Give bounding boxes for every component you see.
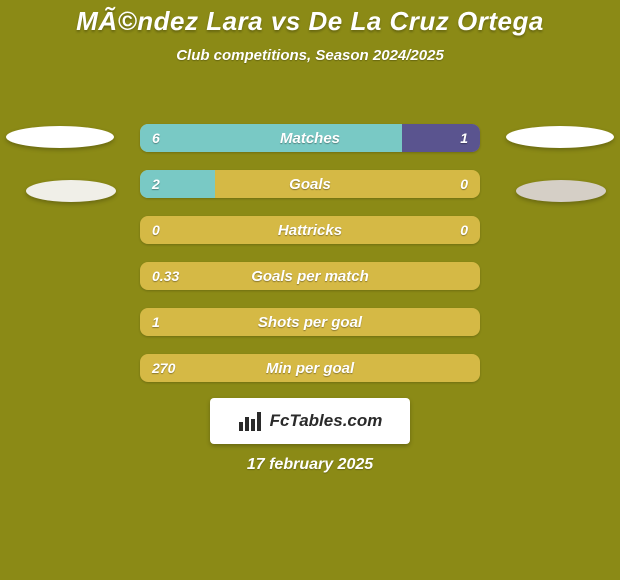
player-right-marker-1: [506, 126, 614, 148]
stat-label: Goals per match: [140, 262, 480, 290]
watermark-bars-icon: [238, 410, 264, 432]
watermark-badge: FcTables.com: [210, 398, 410, 444]
stat-value-right: 0: [460, 170, 468, 198]
stat-seg-left: [140, 124, 402, 152]
comparison-card: MÃ©ndez Lara vs De La Cruz Ortega Club c…: [0, 0, 620, 580]
stat-value-left: 0: [152, 216, 160, 244]
stat-row: 20Goals: [140, 170, 480, 198]
player-left-marker-1: [6, 126, 114, 148]
stat-row: 1Shots per goal: [140, 308, 480, 336]
stat-seg-left: [140, 170, 215, 198]
stat-label: Hattricks: [140, 216, 480, 244]
stat-value-left: 0.33: [152, 262, 179, 290]
stat-label: Min per goal: [140, 354, 480, 382]
comparison-bars: 61Matches20Goals00Hattricks0.33Goals per…: [140, 124, 480, 400]
subtitle: Club competitions, Season 2024/2025: [0, 47, 620, 64]
stat-seg-right: [402, 124, 480, 152]
stat-value-left: 1: [152, 308, 160, 336]
player-right-marker-2: [516, 180, 606, 202]
stat-row: 61Matches: [140, 124, 480, 152]
stat-value-left: 270: [152, 354, 175, 382]
stat-row: 270Min per goal: [140, 354, 480, 382]
player-left-marker-2: [26, 180, 116, 202]
stat-row: 0 0Hattricks: [140, 216, 480, 244]
watermark-text: FcTables.com: [270, 411, 383, 431]
page-title: MÃ©ndez Lara vs De La Cruz Ortega: [0, 6, 620, 37]
date-text: 17 february 2025: [0, 456, 620, 474]
stat-label: Shots per goal: [140, 308, 480, 336]
stat-row: 0.33Goals per match: [140, 262, 480, 290]
stat-value-right: 0: [460, 216, 468, 244]
